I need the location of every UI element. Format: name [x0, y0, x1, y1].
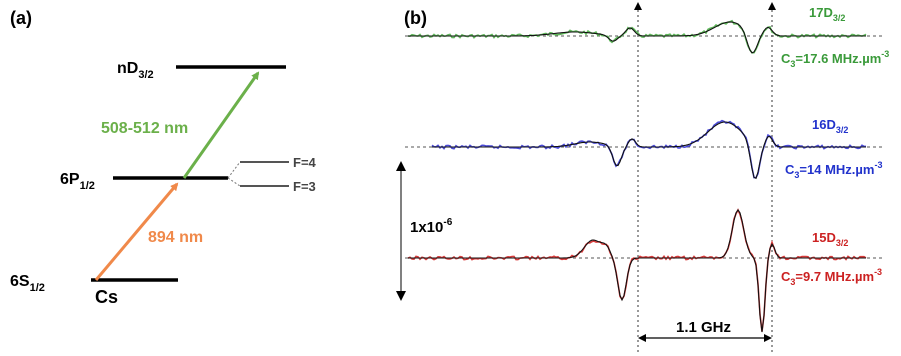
hyperfine-connector-lower [227, 177, 241, 187]
c3-16d-label: C3=14 MHz.µm-3 [785, 160, 882, 180]
fit-curve-16d [432, 121, 866, 180]
scale-bar-bottom-arrow [396, 291, 406, 301]
spectra-traces [407, 19, 867, 333]
spacing-label: 1.1 GHz [676, 319, 731, 336]
fit-curve-15d [408, 209, 866, 333]
level-nd-label: nD3/2 [117, 60, 154, 81]
spacing-arrow-right [764, 334, 772, 342]
panel-a: (a) F=4 F=3 nD3/2 6P1/2 6S1/2 508-512 nm… [10, 8, 317, 307]
level-6s-label: 6S1/2 [10, 273, 45, 294]
level-6p-label: 6P1/2 [60, 171, 95, 192]
hyperfine-connector-upper [227, 161, 241, 179]
atom-label: Cs [95, 287, 118, 307]
spacing-arrow-left [638, 334, 646, 342]
hyperfine-f4-label: F=4 [293, 155, 317, 170]
state-15d-label: 15D3/2 [812, 230, 848, 248]
spectrum-trace-17d [407, 19, 867, 54]
scale-bar-top-arrow [396, 161, 406, 171]
laser-upper-label: 508-512 nm [101, 120, 188, 137]
state-16d-label: 16D3/2 [812, 117, 848, 135]
c3-17d-label: C3=17.6 MHz.µm-3 [781, 49, 889, 69]
laser-lower-label: 894 nm [148, 229, 203, 246]
laser-upper-arrow [182, 71, 260, 179]
hyperfine-f3-label: F=3 [293, 179, 316, 194]
c3-15d-label: C3=9.7 MHz.µm-3 [781, 267, 882, 287]
fit-curve-17d [408, 21, 866, 54]
panel-b: (b) 1x10-6 1.1 GHz 17D3/2 C3=17.6 MHz.µm… [396, 2, 889, 352]
panel-b-tag: (b) [404, 8, 427, 28]
state-17d-label: 17D3/2 [809, 5, 845, 23]
panel-a-tag: (a) [10, 8, 32, 28]
laser-lower-arrow [94, 182, 179, 281]
scale-label: 1x10-6 [410, 217, 453, 236]
